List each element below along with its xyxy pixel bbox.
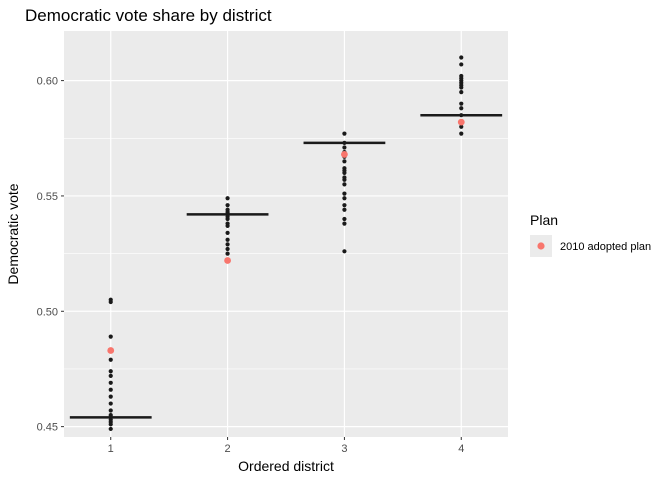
ensemble-point bbox=[342, 177, 347, 182]
ensemble-point bbox=[342, 207, 347, 212]
ensemble-point bbox=[225, 203, 230, 208]
x-tick-labels: 1 2 3 4 bbox=[108, 443, 465, 455]
ensemble-point bbox=[459, 113, 464, 118]
adopted-plan-points bbox=[107, 118, 465, 354]
y-tick-label: 0.50 bbox=[37, 306, 58, 318]
ensemble-point bbox=[225, 237, 230, 242]
ensemble-point bbox=[342, 191, 347, 196]
legend-key-point bbox=[537, 242, 545, 250]
ensemble-point bbox=[108, 299, 113, 305]
ensemble-point bbox=[459, 90, 464, 95]
ensemble-point bbox=[225, 246, 230, 252]
x-tick-label: 3 bbox=[341, 443, 347, 455]
ensemble-point bbox=[225, 242, 230, 247]
adopted-plan-point bbox=[341, 151, 348, 158]
ensemble-point bbox=[225, 230, 230, 235]
ensemble-point bbox=[342, 196, 347, 201]
ensemble-point bbox=[342, 170, 347, 175]
ensemble-point bbox=[225, 216, 230, 222]
ensemble-point bbox=[108, 380, 113, 385]
ensemble-point bbox=[459, 131, 464, 136]
ensemble-point bbox=[108, 369, 113, 374]
ensemble-point bbox=[108, 426, 113, 432]
adopted-plan-point bbox=[107, 347, 115, 354]
legend-label: 2010 adopted plan bbox=[560, 241, 651, 253]
y-tick-label: 0.60 bbox=[37, 76, 58, 88]
ensemble-point bbox=[225, 196, 230, 201]
ensemble-point bbox=[459, 106, 464, 111]
y-tick-label: 0.55 bbox=[37, 191, 58, 203]
ensemble-point bbox=[108, 422, 113, 427]
ensemble-point bbox=[459, 62, 464, 67]
ensemble-point bbox=[108, 334, 113, 339]
x-axis-title: Ordered district bbox=[238, 458, 334, 474]
ensemble-point bbox=[225, 223, 230, 229]
legend-title: Plan bbox=[530, 212, 558, 228]
ensemble-point bbox=[225, 251, 230, 256]
ensemble-point bbox=[459, 101, 464, 106]
ensemble-point bbox=[108, 401, 113, 406]
ensemble-point bbox=[108, 387, 113, 392]
y-tick-label: 0.45 bbox=[37, 422, 58, 434]
ensemble-point bbox=[342, 249, 347, 254]
x-tick-label: 2 bbox=[225, 443, 231, 455]
ensemble-point bbox=[342, 131, 347, 136]
adopted-plan-point bbox=[224, 257, 231, 264]
ensemble-point bbox=[342, 182, 347, 187]
ensemble-point bbox=[342, 159, 347, 164]
ensemble-points bbox=[108, 55, 464, 432]
ensemble-point bbox=[108, 408, 113, 413]
adopted-plan-point bbox=[457, 118, 465, 126]
x-tick-label: 1 bbox=[108, 443, 114, 455]
ensemble-point bbox=[108, 373, 113, 378]
ensemble-point bbox=[459, 124, 464, 129]
plot-panel bbox=[64, 31, 508, 437]
ensemble-point bbox=[108, 357, 113, 362]
ensemble-point bbox=[459, 85, 464, 90]
legend: Plan 2010 adopted plan bbox=[530, 212, 651, 257]
grid-major bbox=[64, 31, 508, 437]
y-tick-labels: 0.45 0.50 0.55 0.60 bbox=[37, 76, 58, 434]
ensemble-point bbox=[342, 216, 347, 222]
grid-minor bbox=[64, 137, 508, 370]
chart-title: Democratic vote share by district bbox=[25, 6, 272, 25]
axis-ticks bbox=[61, 80, 462, 440]
ensemble-point bbox=[342, 140, 347, 145]
ensemble-point bbox=[108, 394, 113, 399]
x-tick-label: 4 bbox=[458, 443, 464, 455]
ensemble-point bbox=[342, 221, 347, 226]
y-axis-title: Democratic vote bbox=[5, 183, 21, 284]
ensemble-point bbox=[342, 203, 347, 208]
ensemble-point bbox=[342, 145, 347, 150]
ensemble-point bbox=[459, 55, 464, 60]
